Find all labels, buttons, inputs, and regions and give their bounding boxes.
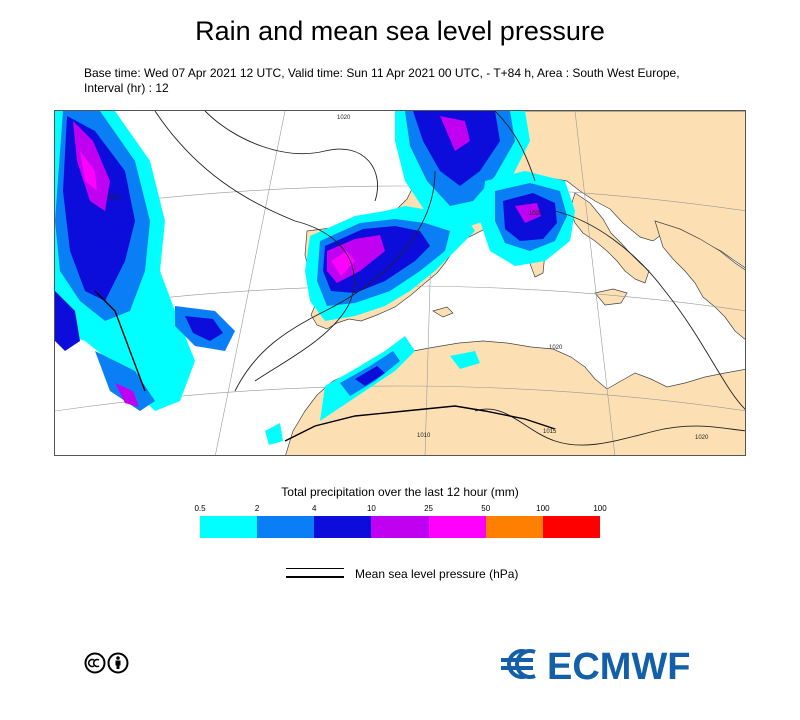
isobar-label: 1015 — [543, 429, 557, 435]
legend-tick: 50 — [481, 504, 491, 513]
legend-color-swatch — [257, 516, 315, 538]
isobar-label: 1010 — [417, 433, 431, 439]
legend-color-swatch — [200, 516, 258, 538]
chart-title: Rain and mean sea level pressure — [195, 16, 605, 46]
creative-commons-icon — [84, 652, 129, 674]
isobar-label: 1015 — [107, 195, 121, 201]
legend-ticks: 0.5 2 4 10 25 50 100 100 — [194, 504, 606, 516]
legend-title: Total precipitation over the last 12 hou… — [281, 485, 519, 499]
country-borders — [94, 290, 556, 442]
land-balearic — [432, 306, 454, 318]
chart-subtitle: Base time: Wed 07 Apr 2021 12 UTC, Valid… — [84, 66, 680, 95]
land-sicily — [594, 288, 628, 306]
legend-tick: 4 — [312, 504, 317, 513]
legend-color-swatch — [428, 516, 486, 538]
legend-tick: 100 — [593, 504, 607, 513]
isobars — [154, 111, 745, 446]
legend-color-swatch — [314, 516, 372, 538]
isobar-label: 1020 — [337, 115, 351, 121]
land-balkans — [654, 220, 745, 340]
land-africa — [285, 340, 745, 455]
legend-tick: 25 — [424, 504, 434, 513]
legend-tick: 2 — [254, 504, 260, 513]
isobar-label: 1020 — [695, 435, 709, 441]
land-italy — [569, 192, 650, 284]
legend-tick: 100 — [536, 504, 550, 513]
ecmwf-logo-text: ECMWF — [547, 646, 691, 683]
legend-tick: 0.5 — [194, 504, 206, 513]
ecmwf-emblem-icon — [501, 649, 536, 679]
legend-color-swatch — [485, 516, 543, 538]
isobar-labels: 1015 1020 1020 1020 1020 1015 1010 — [107, 115, 709, 441]
isobar-label: 1020 — [549, 345, 563, 351]
legend-colorbar — [200, 516, 600, 538]
legend-color-swatch — [542, 516, 600, 538]
mslp-legend-line — [286, 568, 344, 579]
forecast-map: 1015 1020 1020 1020 1020 1015 1010 — [54, 110, 746, 456]
legend-color-swatch — [371, 516, 429, 538]
ecmwf-logo: ECMWF — [497, 645, 719, 688]
isobar-label: 1020 — [529, 211, 543, 217]
legend-tick: 10 — [366, 504, 376, 513]
mslp-legend-label: Mean sea level pressure (hPa) — [355, 567, 519, 581]
